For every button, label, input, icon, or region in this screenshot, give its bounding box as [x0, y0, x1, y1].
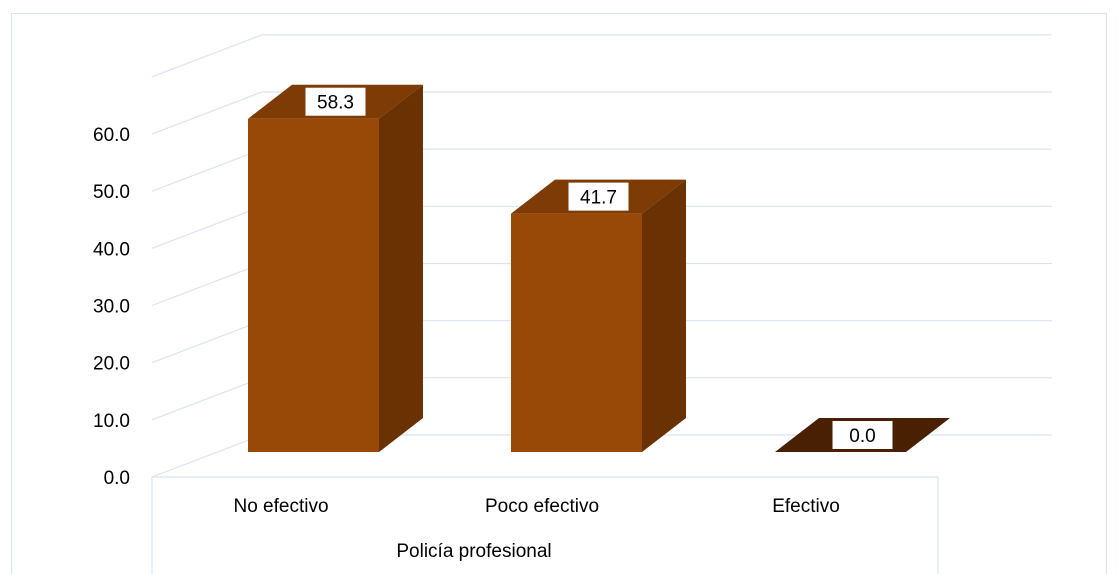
gridline-diagonal	[151, 377, 263, 421]
x-tick-label: No efectivo	[233, 496, 328, 517]
gridline-diagonal	[151, 205, 263, 249]
y-axis: 0.0 10.0 20.0 30.0 40.0 50.0 60.0	[93, 125, 130, 489]
bar-front	[248, 118, 379, 453]
gridline-diagonal	[151, 91, 263, 135]
gridline-diagonal	[151, 434, 263, 478]
bar-front	[511, 213, 642, 452]
bar-side	[379, 84, 423, 453]
data-label: 0.0	[849, 426, 875, 447]
data-label-box	[568, 182, 629, 211]
y-tick-label: 40.0	[93, 239, 130, 260]
gridline-diagonal	[151, 34, 263, 78]
x-tick-label: Efectivo	[772, 496, 840, 517]
y-tick-label: 0.0	[104, 468, 130, 489]
y-tick-label: 50.0	[93, 182, 130, 203]
y-tick-label: 30.0	[93, 297, 130, 318]
data-label: 41.7	[580, 188, 617, 209]
data-label-box	[832, 421, 893, 449]
chart-frame	[11, 13, 1107, 574]
bar: 0.0	[775, 418, 950, 452]
y-tick-label: 60.0	[93, 125, 130, 146]
y-tick-label: 20.0	[93, 354, 130, 375]
x-axis-title: Policía profesional	[396, 541, 551, 562]
gridline-diagonal	[151, 148, 263, 192]
data-label-box	[305, 87, 366, 116]
bar: 41.7	[511, 179, 686, 453]
bar-side	[642, 179, 686, 453]
x-axis: No efectivo Poco efectivo Efectivo	[152, 476, 939, 574]
bar: 58.3	[248, 84, 423, 453]
gridline-diagonal	[151, 262, 263, 307]
data-label: 58.3	[317, 93, 354, 114]
x-tick-label: Poco efectivo	[485, 496, 599, 517]
y-tick-label: 10.0	[93, 411, 130, 432]
bars: 58.3 41.7 0.0	[248, 84, 950, 453]
gridline-diagonal	[151, 320, 263, 364]
